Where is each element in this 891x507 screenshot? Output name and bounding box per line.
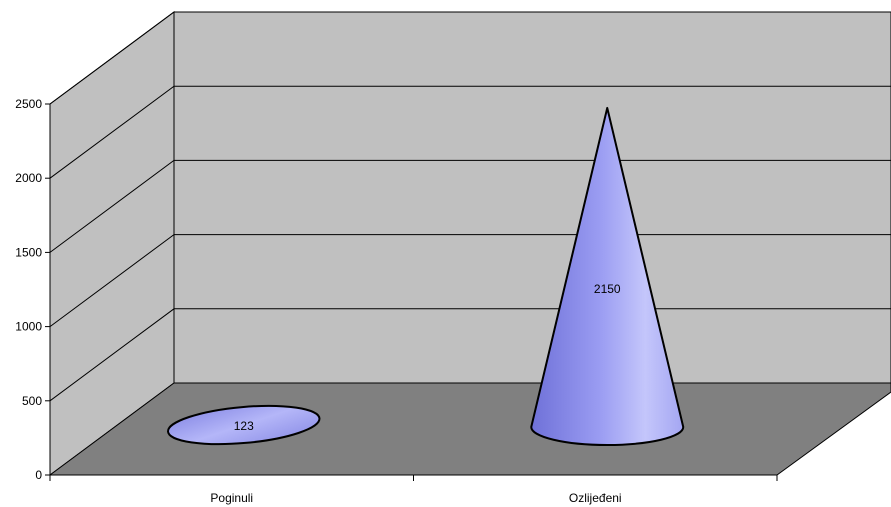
back-wall xyxy=(173,11,891,384)
y-tick-label: 1000 xyxy=(15,320,42,334)
gridline xyxy=(49,159,891,253)
cone-body xyxy=(530,106,685,446)
chart-marks xyxy=(167,106,685,446)
y-tick-label: 2500 xyxy=(15,97,42,111)
x-axis: Poginuli Ozlijeđeni xyxy=(49,474,778,505)
y-tick-label: 1500 xyxy=(15,245,42,259)
data-label: 2150 xyxy=(594,282,621,296)
cone-bar xyxy=(167,404,321,446)
gridline xyxy=(49,11,891,105)
x-tick-label: Poginuli xyxy=(210,491,253,505)
y-tick-label: 0 xyxy=(35,468,42,482)
cone-bar xyxy=(530,106,685,446)
data-labels: 123 2150 xyxy=(234,282,621,433)
gridline xyxy=(49,85,891,179)
y-axis: 0 500 1000 1500 2000 2500 xyxy=(15,97,51,482)
y-tick-label: 2000 xyxy=(15,171,42,185)
cone-base xyxy=(167,404,321,446)
data-label: 123 xyxy=(234,419,254,433)
x-tick-label: Ozlijeđeni xyxy=(569,491,622,505)
y-tick-label: 500 xyxy=(22,394,42,408)
gridline xyxy=(49,234,891,328)
